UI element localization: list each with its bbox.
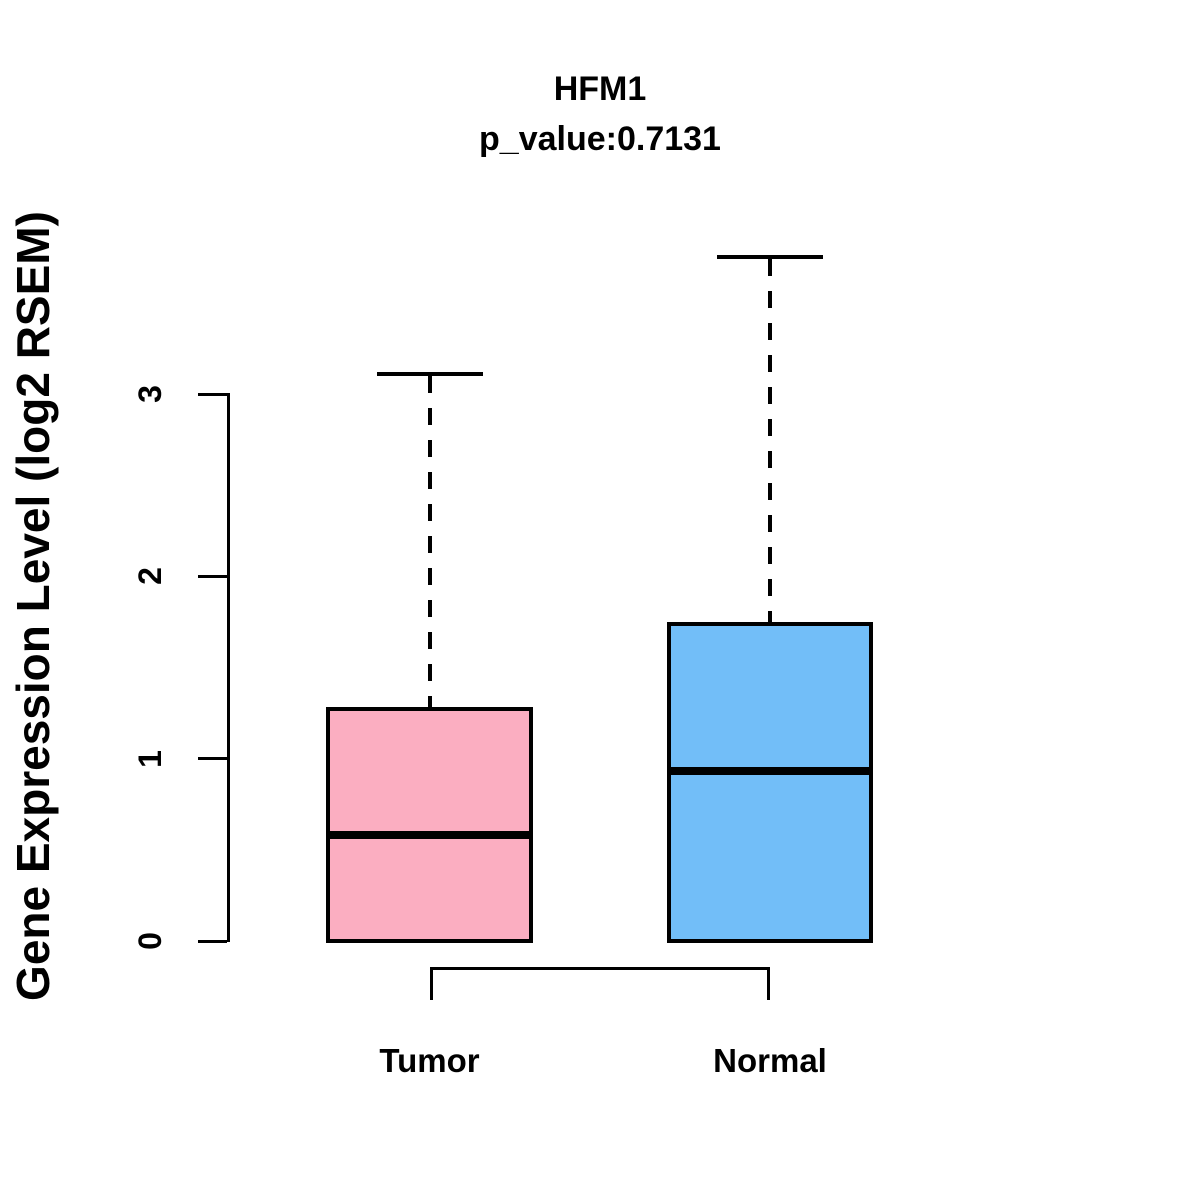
y-tick [198, 757, 227, 761]
y-tick [198, 392, 227, 396]
x-label-tumor: Tumor [379, 1042, 480, 1079]
comparison-bracket-right-tick [767, 967, 770, 1000]
y-tick [198, 574, 227, 578]
y-tick [198, 939, 227, 943]
normal-median-line [667, 767, 873, 776]
y-axis-label: Gene Expression Level (log2 RSEM) [7, 211, 59, 1001]
tumor-whisker [427, 375, 432, 710]
tumor-median-line [326, 831, 533, 840]
y-tick-label: 2 [132, 567, 168, 586]
normal-whisker [768, 259, 772, 624]
normal-box [667, 621, 873, 943]
tumor-whisker-cap [376, 371, 483, 376]
x-label-normal: Normal [713, 1042, 827, 1079]
chart-title: HFM1 [553, 70, 647, 108]
y-tick-label: 0 [132, 932, 168, 950]
y-axis-line [227, 392, 230, 943]
y-tick-label: 3 [132, 385, 168, 403]
comparison-bracket [429, 967, 770, 970]
normal-whisker-cap [717, 255, 823, 260]
chart-subtitle-pvalue: p_value:0.7131 [479, 120, 721, 158]
y-tick-label: 1 [132, 749, 168, 768]
comparison-bracket-left-tick [429, 967, 433, 1000]
tumor-box [326, 707, 533, 943]
